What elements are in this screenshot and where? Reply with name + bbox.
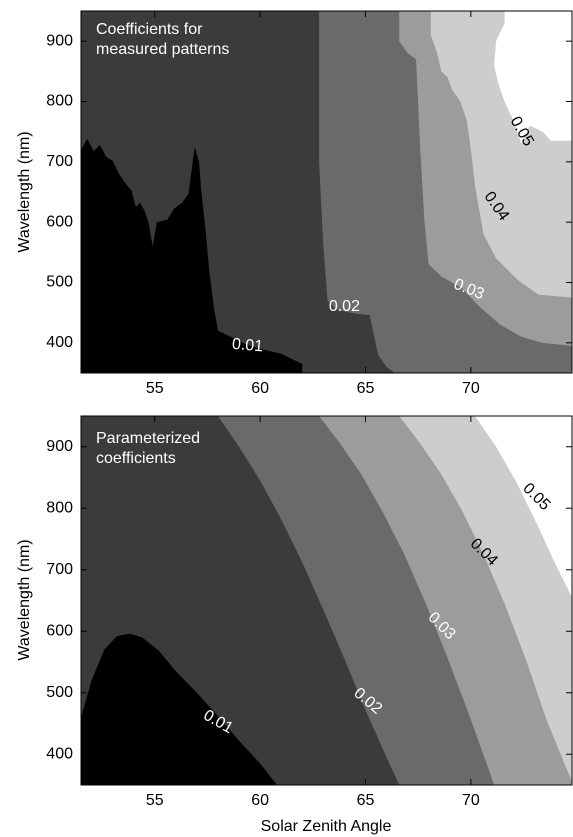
y-tick-label: 800 <box>46 499 73 516</box>
panel-title-top-line-1: Coefficients for <box>96 21 203 38</box>
panel-title-top-line-2: measured patterns <box>96 41 229 58</box>
x-tick-label: 70 <box>462 380 480 397</box>
x-tick-label: 55 <box>146 792 164 809</box>
y-tick-label: 900 <box>46 32 73 49</box>
x-tick-label: 65 <box>357 792 375 809</box>
x-tick-label: 55 <box>146 380 164 397</box>
x-tick-label: 70 <box>462 792 480 809</box>
y-tick-label: 400 <box>46 334 73 351</box>
panel-title-bottom-line-2: coefficients <box>96 450 176 467</box>
contour-bands-bottom <box>81 416 572 785</box>
x-tick-label: 60 <box>251 792 269 809</box>
contour-labels-top: 0.010.020.030.040.05 <box>231 114 537 356</box>
plot-frame-bottom <box>80 415 573 786</box>
contour-label-top: 0.01 <box>231 336 264 356</box>
panel-bottom: 0.010.020.030.040.05 Parameterized coeff… <box>16 415 573 835</box>
y-tick-label: 700 <box>46 153 73 170</box>
y-tick-label: 600 <box>46 213 73 230</box>
y-tick-label: 600 <box>46 622 73 639</box>
contour-label-top: 0.02 <box>329 298 360 315</box>
axis-ticks-bottom: 55 60 65 70 400 500 600 700 800 900 <box>46 416 572 809</box>
y-tick-label: 500 <box>46 274 73 291</box>
contour-band-bottom-0.01 <box>81 416 277 785</box>
y-tick-label: 500 <box>46 684 73 701</box>
x-axis-label: Solar Zenith Angle <box>261 818 392 835</box>
panel-title-bottom-line-1: Parameterized <box>96 430 200 447</box>
y-tick-label: 400 <box>46 745 73 762</box>
y-tick-label: 800 <box>46 93 73 110</box>
contour-band-top-0.01 <box>81 11 303 373</box>
x-tick-label: 65 <box>357 380 375 397</box>
axis-ticks-top: 55 60 65 70 400 500 600 700 800 900 <box>46 11 572 397</box>
panel-title-bottom: Parameterized coefficients <box>96 430 205 467</box>
panel-title-top: Coefficients for measured patterns <box>96 21 229 58</box>
y-tick-label: 700 <box>46 561 73 578</box>
y-axis-label-bottom: Wavelength (nm) <box>16 539 33 660</box>
contour-bands-top <box>81 11 572 373</box>
panel-top: 0.010.020.030.040.05 Coefficients for me… <box>16 10 573 397</box>
y-tick-label: 900 <box>46 438 73 455</box>
plot-frame-top <box>80 10 573 374</box>
y-axis-label-top: Wavelength (nm) <box>16 131 33 252</box>
x-tick-label: 60 <box>251 380 269 397</box>
